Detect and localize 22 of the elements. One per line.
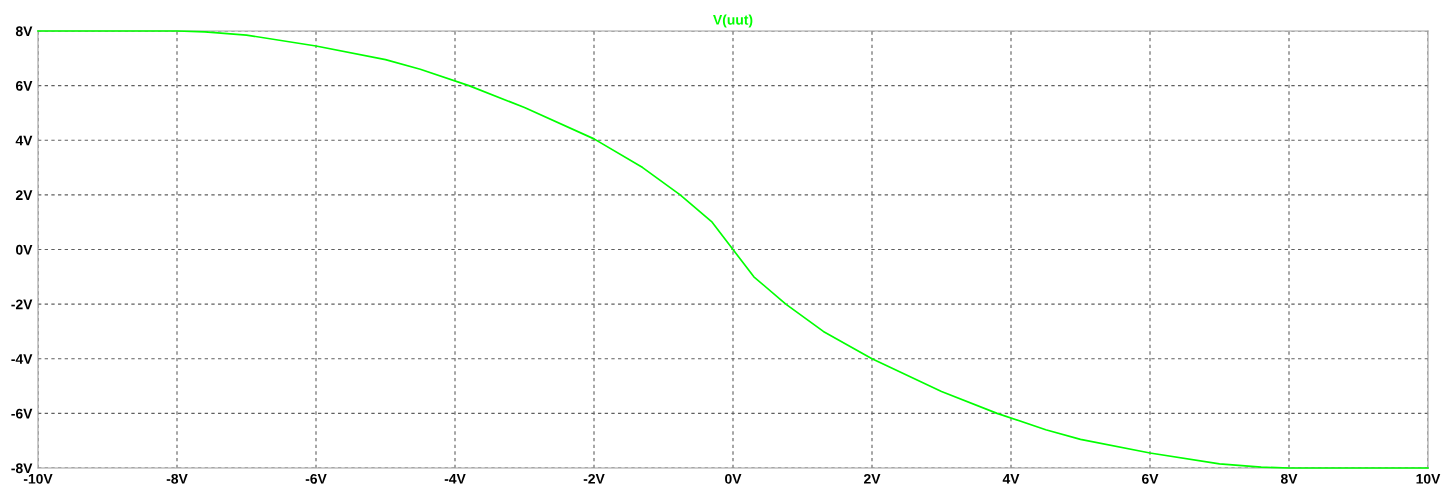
text: V(uut) (713, 14, 753, 28)
y-tick-label: -2V (11, 299, 33, 310)
y-tick-label: 0V (16, 244, 33, 255)
x-tick-label: -4V (444, 474, 466, 484)
x-tick-label: 6V (1142, 473, 1159, 484)
x-tick-label: -10V (23, 473, 53, 484)
y-tick-label: -4V (11, 354, 33, 364)
x-tick-label: -2V (583, 473, 605, 484)
x-tick-label: 8V (1280, 473, 1298, 484)
y-tick-label: -6V (11, 408, 33, 419)
y-tick-label: 6V (15, 80, 33, 91)
y-tick-label: -8V (11, 463, 33, 474)
y-tick-label: 2V (15, 190, 33, 200)
x-tick-label: 10V (1416, 473, 1441, 484)
x-tick-label: -6V (305, 473, 327, 484)
line-series (37, 30, 1429, 469)
x-tick-label: 2V (863, 473, 881, 484)
x-tick-label: -8V (166, 473, 188, 484)
x-tick-label: 4V (1002, 474, 1020, 484)
y-tick-label: 4V (15, 135, 33, 146)
x-tick-label: 0V (725, 473, 742, 484)
y-tick-label: 8V (15, 26, 33, 37)
